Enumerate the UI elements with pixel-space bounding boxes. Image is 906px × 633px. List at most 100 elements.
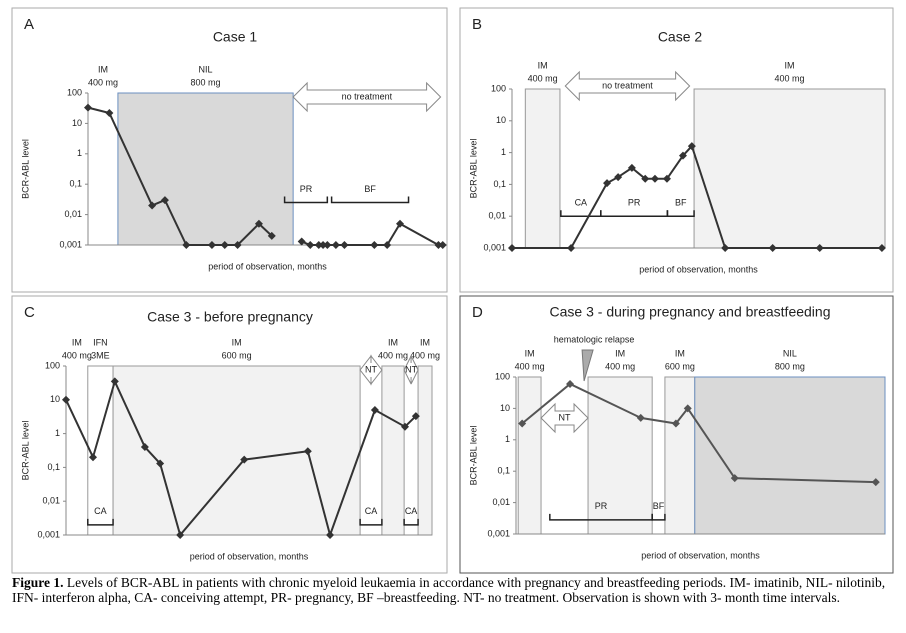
data-point xyxy=(411,412,420,421)
treatment-label: IM xyxy=(388,337,398,347)
y-tick-label: 0,001 xyxy=(37,529,60,539)
data-point xyxy=(323,241,332,249)
arrow-label: NT xyxy=(405,364,417,374)
y-axis-label: BCR-ABL level xyxy=(468,139,478,199)
x-axis-label: period of observation, months xyxy=(641,550,760,560)
data-point xyxy=(156,459,165,468)
x-axis-label: period of observation, months xyxy=(190,551,309,561)
data-point xyxy=(370,405,379,414)
treatment-label: 400 mg xyxy=(515,361,545,371)
bracket-label: PR xyxy=(300,184,313,194)
treatment-label: NIL xyxy=(783,348,797,358)
data-point xyxy=(641,174,650,183)
treatment-label: IFN xyxy=(93,337,108,347)
data-point xyxy=(240,455,249,464)
treatment-period xyxy=(517,376,542,535)
no-treatment-arrow xyxy=(540,402,589,434)
y-tick-label: 0,1 xyxy=(493,179,506,189)
caption: Figure 1. Levels of BCR-ABL in patients … xyxy=(12,575,896,605)
y-tick-label: 100 xyxy=(491,83,506,93)
treatment-period xyxy=(381,365,405,536)
y-tick-label: 10 xyxy=(50,394,60,404)
treatment-period xyxy=(693,88,886,249)
data-point xyxy=(627,163,636,172)
treatment-label: 400 mg xyxy=(410,350,440,360)
treatment-label: 400 mg xyxy=(62,350,92,360)
bracket-label: PR xyxy=(595,501,608,511)
data-point xyxy=(105,108,114,117)
data-point xyxy=(508,244,516,252)
data-point xyxy=(687,142,696,151)
treatment-label: IM xyxy=(675,348,685,358)
data-point xyxy=(176,531,185,539)
treatment-label: IM xyxy=(420,337,430,347)
data-point xyxy=(306,241,315,249)
treatment-label: 800 mg xyxy=(191,77,221,87)
chart-title: Case 3 - before pregnancy xyxy=(147,309,313,325)
x-axis-label: period of observation, months xyxy=(208,261,327,271)
data-point xyxy=(662,174,671,183)
panel-letter: A xyxy=(24,16,34,33)
data-point xyxy=(678,151,687,160)
y-tick-label: 100 xyxy=(45,360,60,370)
y-tick-label: 0,001 xyxy=(487,528,510,538)
treatment-label: 3ME xyxy=(91,350,110,360)
panel-frame xyxy=(11,295,448,574)
bracket-label: BF xyxy=(675,198,687,208)
treatment-period xyxy=(587,376,653,535)
panel-frame xyxy=(459,7,894,293)
arrow-label: NT xyxy=(365,364,377,374)
chart-title: Case 1 xyxy=(213,29,258,45)
treatment-label: IM xyxy=(785,60,795,70)
treatment-label: 600 mg xyxy=(222,350,252,360)
data-point xyxy=(518,419,527,428)
data-point xyxy=(730,474,739,483)
y-tick-label: 0,001 xyxy=(483,242,506,252)
data-point xyxy=(768,244,777,252)
treatment-label: 400 mg xyxy=(775,73,805,83)
arrow-label: no treatment xyxy=(342,91,393,101)
bracket-label: CA xyxy=(405,506,418,516)
panel-letter: B xyxy=(472,16,482,33)
treatment-period xyxy=(417,365,433,536)
data-point xyxy=(326,531,335,539)
treatment-label: IM xyxy=(72,337,82,347)
period-bracket xyxy=(283,196,329,204)
period-bracket xyxy=(651,513,666,521)
period-bracket xyxy=(600,210,669,217)
y-tick-label: 0,01 xyxy=(492,497,510,507)
y-tick-label: 100 xyxy=(67,87,82,97)
data-point xyxy=(370,241,379,249)
period-bracket xyxy=(330,196,410,204)
treatment-label: IM xyxy=(232,337,242,347)
period-bracket xyxy=(666,210,695,217)
data-point xyxy=(815,244,824,252)
bracket-label: BF xyxy=(364,184,376,194)
treatment-label: IM xyxy=(538,60,548,70)
figure: A Case 1 IM 400 mg NIL 800 mg 100 10 1 0,1 0,01 0,0… xyxy=(11,7,894,574)
y-axis-label: BCR-ABL level xyxy=(20,139,30,199)
treatment-period xyxy=(664,376,696,535)
period-bracket xyxy=(560,210,602,217)
treatment-label: 400 mg xyxy=(88,77,118,87)
data-point xyxy=(140,443,149,452)
chart-title: Case 2 xyxy=(658,29,703,45)
caption-label: Figure 1. xyxy=(12,575,64,590)
period-bracket xyxy=(87,518,114,526)
y-tick-label: 1 xyxy=(501,147,506,157)
treatment-period xyxy=(694,376,886,535)
data-point xyxy=(603,179,612,188)
no-treatment-arrow xyxy=(359,354,383,386)
treatment-label: 600 mg xyxy=(665,361,695,371)
caption-text: Levels of BCR-ABL in patients with chron… xyxy=(12,575,886,605)
data-point xyxy=(383,241,392,249)
no-treatment-arrow xyxy=(292,81,442,113)
annotation-pointer xyxy=(581,349,594,382)
data-point xyxy=(438,241,447,249)
y-tick-label: 1 xyxy=(505,434,510,444)
data-point xyxy=(636,413,645,422)
data-point xyxy=(84,103,92,112)
y-tick-label: 0,1 xyxy=(69,179,82,189)
arrow-label: no treatment xyxy=(602,80,653,90)
